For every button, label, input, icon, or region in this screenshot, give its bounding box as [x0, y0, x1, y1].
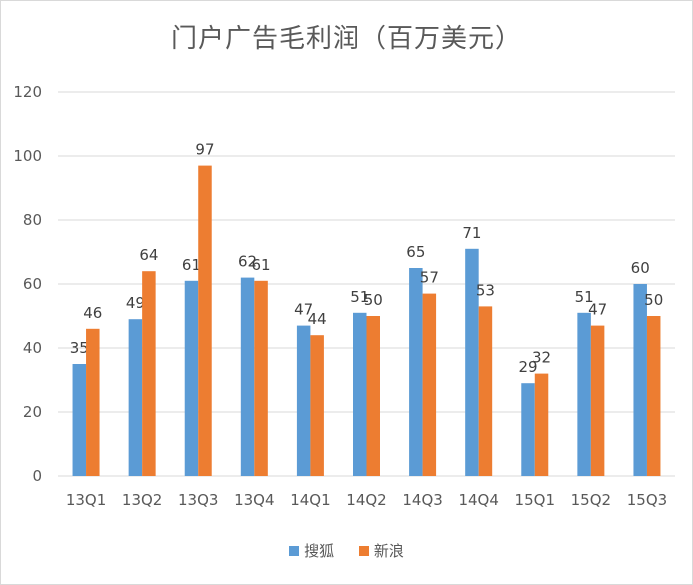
y-tick-label: 0 [32, 467, 42, 485]
data-label: 44 [308, 310, 327, 328]
bar [310, 335, 324, 476]
x-tick-label: 13Q1 [66, 491, 106, 509]
data-label: 32 [532, 349, 551, 367]
data-label: 61 [252, 256, 271, 274]
data-label: 46 [83, 304, 102, 322]
data-label: 62 [238, 253, 257, 271]
bar [478, 306, 493, 476]
data-label: 49 [126, 294, 145, 312]
x-tick-label: 14Q4 [458, 491, 498, 509]
bar [633, 284, 647, 476]
bar [72, 364, 87, 476]
x-tick-label: 14Q1 [290, 491, 330, 509]
legend: 搜狐 新浪 [0, 540, 693, 561]
bar [409, 268, 423, 476]
data-label: 61 [182, 256, 201, 274]
x-tick-label: 13Q4 [234, 491, 274, 509]
y-tick-label: 100 [13, 147, 42, 165]
bar [353, 312, 367, 476]
bar [521, 383, 535, 476]
x-tick-label: 15Q1 [515, 491, 555, 509]
x-tick-label: 14Q2 [346, 491, 386, 509]
x-tick-label: 15Q2 [571, 491, 611, 509]
data-label: 29 [518, 358, 537, 376]
bar [240, 277, 255, 476]
data-label: 47 [294, 301, 313, 319]
bar [296, 325, 311, 476]
bar [86, 328, 100, 476]
data-label: 71 [462, 224, 481, 242]
y-tick-label: 20 [23, 403, 42, 421]
bar [646, 316, 661, 476]
legend-label-sohu: 搜狐 [304, 542, 335, 560]
data-label: 47 [588, 301, 607, 319]
bar [577, 312, 591, 476]
legend-item-sohu: 搜狐 [289, 540, 334, 561]
data-label: 57 [420, 269, 439, 287]
bar [254, 280, 268, 476]
x-tick-label: 13Q2 [122, 491, 162, 509]
x-tick-label: 15Q3 [627, 491, 667, 509]
data-label: 53 [476, 281, 495, 299]
data-label: 50 [364, 291, 383, 309]
data-label: 65 [406, 243, 425, 261]
bar [142, 271, 156, 476]
y-tick-label: 80 [23, 211, 42, 229]
data-label: 60 [631, 259, 650, 277]
legend-swatch-sina [358, 545, 369, 556]
bar [590, 325, 605, 476]
y-tick-label: 120 [13, 83, 42, 101]
x-tick-label: 14Q3 [402, 491, 442, 509]
legend-item-sina: 新浪 [358, 540, 404, 561]
legend-swatch-sohu [289, 545, 300, 556]
data-label: 35 [70, 339, 89, 357]
data-label: 51 [575, 288, 594, 306]
y-tick-label: 60 [23, 275, 42, 293]
bar [198, 165, 212, 476]
data-label: 97 [195, 141, 214, 159]
y-tick-label: 40 [23, 339, 42, 357]
bar [184, 280, 199, 476]
bar [128, 319, 143, 476]
data-label: 50 [644, 291, 663, 309]
data-label: 64 [139, 246, 158, 264]
bar [465, 248, 479, 476]
bar [534, 373, 549, 476]
bar [366, 316, 380, 476]
legend-label-sina: 新浪 [373, 542, 404, 560]
data-label: 51 [350, 288, 369, 306]
x-tick-label: 13Q3 [178, 491, 218, 509]
bar [422, 293, 437, 476]
chart-title: 门户广告毛利润（百万美元） [170, 24, 522, 54]
